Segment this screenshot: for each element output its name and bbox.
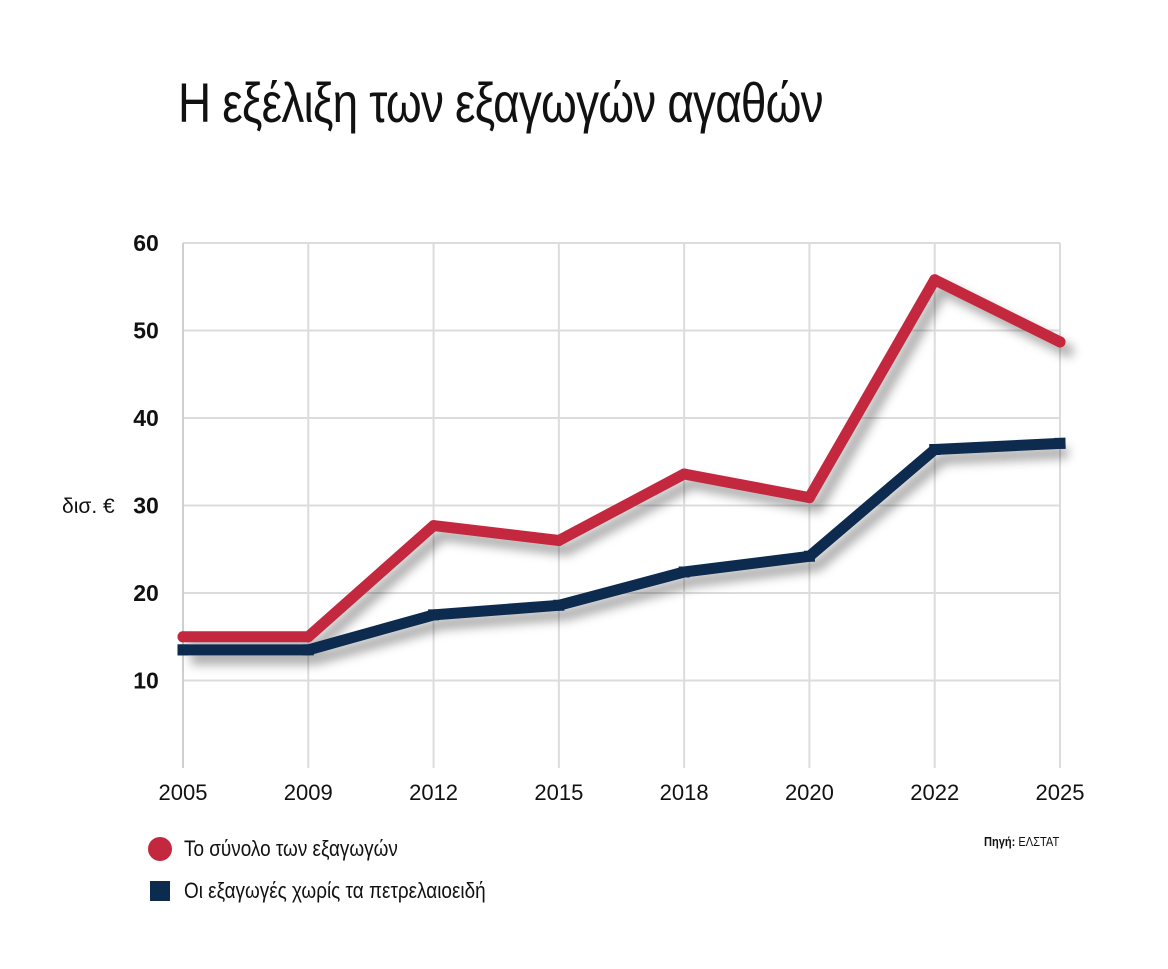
data-point [1054,437,1066,449]
data-point [929,274,941,286]
legend-square-marker [150,881,170,901]
source-note: Πηγή: ΕΛΣΤΑΤ [984,834,1059,849]
data-point [302,644,314,656]
data-point [428,520,440,532]
data-point [929,444,941,455]
data-point [177,644,189,656]
x-tick-label: 2009 [284,780,333,805]
y-tick-label: 60 [133,230,159,256]
data-point [302,631,314,643]
legend-label: Οι εξαγωγές χωρίς τα πετρελαιοειδή [184,878,486,903]
x-tick-label: 2020 [785,780,834,805]
data-point [678,468,690,480]
data-point [177,631,189,643]
legend-item-exports-excluding-oil: Οι εξαγωγές χωρίς τα πετρελαιοειδή [148,878,535,904]
data-point [553,599,565,611]
legend-item-total-exports: Το σύνολο των εξαγωγών [148,836,433,862]
y-tick-label: 10 [133,668,159,694]
source-prefix: Πηγή: [984,834,1016,849]
data-point [553,535,565,546]
label-layer: 10 20 30 40 50 60 2005 2009 2012 2015 2018 2020 2022… [133,230,1084,805]
series-shadow-0 [185,282,1074,652]
data-point [803,492,815,504]
shadow-layer [185,282,1074,665]
legend-circle-marker [148,837,172,861]
series-layer [177,274,1066,656]
y-tick-label: 20 [133,580,159,606]
x-tick-label: 2022 [910,780,959,805]
data-point [428,609,440,621]
data-point [678,566,690,578]
x-tick-label: 2005 [159,780,208,805]
x-tick-label: 2015 [534,780,583,805]
data-point [803,550,815,562]
y-tick-label: 50 [133,318,159,344]
series-line-0 [177,274,1066,643]
y-axis-label: δισ. € [62,495,115,518]
source-name: ΕΛΣΤΑΤ [1018,834,1060,849]
data-point [1054,336,1066,348]
chart-title: Η εξέλιξη των εξαγωγών αγαθών [178,71,824,134]
x-tick-label: 2012 [409,780,458,805]
series-line-1 [177,437,1066,656]
x-tick-label: 2018 [660,780,709,805]
x-tick-label: 2025 [1036,780,1085,805]
legend-label: Το σύνολο των εξαγωγών [184,836,398,861]
series-shadow-1 [191,446,1069,665]
y-tick-label: 40 [133,405,159,431]
y-tick-label: 30 [133,493,159,519]
